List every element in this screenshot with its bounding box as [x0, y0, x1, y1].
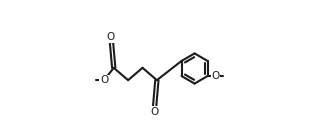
Text: O: O: [211, 71, 219, 81]
Text: O: O: [150, 107, 158, 117]
Text: O: O: [107, 32, 115, 42]
Text: O: O: [100, 75, 108, 85]
